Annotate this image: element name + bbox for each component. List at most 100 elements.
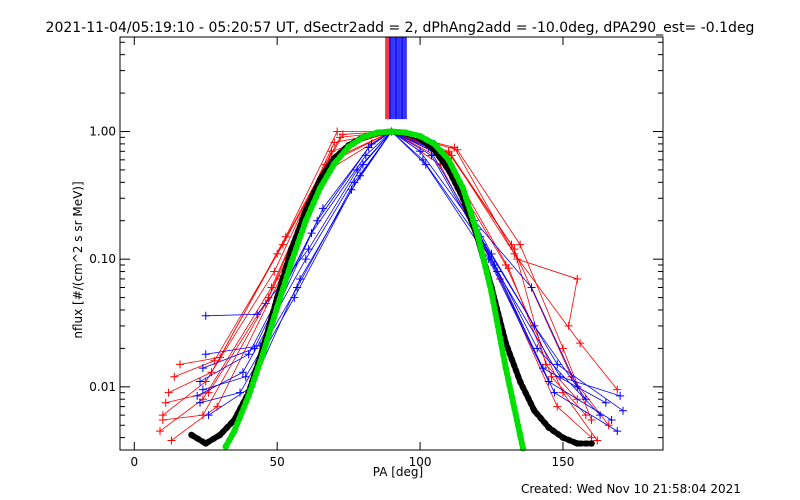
fit-point-black: [588, 440, 595, 447]
data-point-blue: [204, 411, 213, 420]
center-spike: [385, 37, 407, 120]
plot-frame: [119, 36, 664, 451]
data-point-blue: [421, 160, 430, 169]
data-point-red: [333, 127, 342, 136]
data-point-red: [270, 267, 279, 276]
tick-layer: 0 50 100 150 0.01 0.10 1.00: [89, 37, 663, 469]
data-point-blue: [253, 310, 262, 319]
series-line-red: [162, 131, 578, 421]
data-point-blue: [198, 385, 207, 394]
series-line-red: [159, 131, 618, 432]
y-tick-label: 0.01: [89, 380, 116, 394]
fit-point-black: [574, 440, 581, 447]
data-point-red: [510, 245, 519, 254]
data-point-blue: [533, 344, 542, 353]
fit-point-black: [559, 434, 567, 441]
data-point-red: [164, 388, 173, 397]
data-point-red: [176, 360, 185, 369]
data-point-red: [158, 415, 167, 424]
fit-point-black: [516, 378, 524, 385]
series-layer: [156, 127, 627, 452]
data-point-red: [167, 436, 176, 445]
fit-point-green: [259, 351, 267, 358]
fit-point-green: [502, 364, 510, 372]
fit-point-green: [231, 427, 238, 435]
data-point-blue: [550, 388, 559, 397]
data-point-blue: [244, 350, 253, 359]
data-point-blue: [544, 377, 553, 386]
data-point-blue: [301, 255, 310, 264]
fit-point-green: [359, 134, 367, 141]
data-point-red: [161, 398, 170, 407]
data-point-red: [216, 353, 225, 362]
fit-point-green: [222, 443, 229, 450]
data-point-red: [156, 427, 165, 436]
x-axis-label: PA [deg]: [373, 465, 423, 479]
data-point-red: [564, 321, 573, 330]
series-line-red: [165, 131, 592, 421]
x-tick-label: 150: [552, 455, 575, 469]
data-point-blue: [553, 360, 562, 369]
data-point-blue: [290, 293, 299, 302]
x-tick-label: 100: [409, 455, 432, 469]
data-point-blue: [596, 411, 605, 420]
chart-title: 2021-11-04/05:19:10 - 05:20:57 UT, dSect…: [46, 20, 755, 36]
data-point-red: [281, 232, 290, 241]
fit-point-black: [202, 440, 209, 447]
data-point-blue: [607, 415, 616, 424]
data-point-blue: [618, 406, 627, 415]
data-point-red: [170, 372, 179, 381]
data-point-blue: [493, 267, 502, 276]
series-line-red: [179, 131, 578, 365]
data-point-blue: [601, 398, 610, 407]
data-point-blue: [238, 368, 247, 377]
fit-point-black: [216, 431, 224, 439]
series-line-blue: [202, 131, 624, 412]
fit-point-green: [402, 129, 409, 136]
data-point-blue: [198, 364, 207, 373]
series-line-blue: [208, 131, 587, 416]
data-point-red: [613, 385, 622, 394]
fit-point-green: [374, 129, 381, 136]
fit-point-green: [445, 156, 452, 164]
fit-point-green: [474, 229, 481, 237]
data-point-blue: [193, 391, 202, 400]
data-point-blue: [573, 382, 582, 391]
fit-point-green: [431, 140, 438, 148]
y-tick-label: 1.00: [89, 125, 116, 139]
fit-point-green: [345, 143, 352, 150]
data-point-blue: [201, 350, 210, 359]
data-point-red: [516, 240, 525, 249]
data-point-blue: [196, 377, 205, 386]
fit-point-green: [488, 289, 495, 296]
fit-point-green: [416, 132, 424, 140]
data-point-red: [581, 411, 590, 420]
data-point-red: [576, 339, 585, 348]
x-tick-label: 50: [270, 455, 285, 469]
fit-point-green: [331, 160, 338, 167]
data-point-red: [587, 415, 596, 424]
y-axis-label: nflux [#/(cm^2 s sr MeV)]: [71, 181, 85, 338]
data-point-red: [558, 344, 567, 353]
fit-point-green: [302, 217, 309, 224]
data-point-blue: [318, 204, 327, 213]
fit-point-black: [531, 407, 538, 414]
fit-point-green: [516, 431, 524, 439]
data-point-blue: [236, 388, 245, 397]
created-timestamp: Created: Wed Nov 10 21:58:04 2021: [521, 482, 741, 496]
data-point-red: [504, 264, 513, 273]
fit-point-green: [316, 184, 324, 192]
data-point-red: [453, 145, 462, 154]
data-point-red: [547, 372, 556, 381]
x-tick-label: 0: [130, 455, 138, 469]
fit-point-green: [245, 392, 252, 400]
data-point-blue: [353, 165, 362, 174]
data-point-blue: [527, 283, 536, 292]
fit-point-black: [545, 424, 552, 431]
fit-point-green: [388, 128, 395, 135]
data-point-red: [604, 421, 613, 430]
data-point-blue: [367, 139, 376, 148]
data-point-blue: [613, 427, 622, 436]
data-point-blue: [201, 311, 210, 320]
